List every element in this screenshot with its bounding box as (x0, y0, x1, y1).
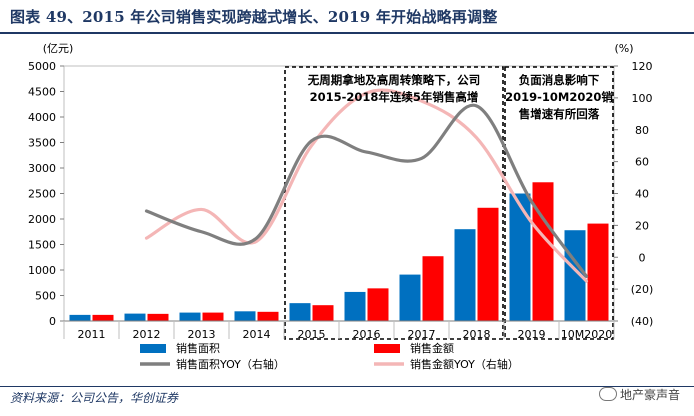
bar-sales-area (179, 312, 201, 321)
annotation-text: 负面消息影响下 (519, 73, 600, 87)
bar-sales-area (399, 274, 421, 321)
footer-divider (0, 386, 694, 387)
bar-sales-amount (367, 288, 389, 321)
title-divider (0, 32, 694, 34)
x-axis-tick-label: 2011 (78, 328, 106, 341)
left-axis-label: (亿元) (43, 42, 74, 55)
left-axis-tick-label: 1000 (28, 264, 56, 277)
bar-sales-area (344, 291, 366, 321)
left-axis-tick-label: 3500 (28, 137, 56, 150)
bar-sales-amount (587, 223, 609, 321)
left-axis-tick-label: 4000 (28, 111, 56, 124)
x-axis-tick-label: 2016 (353, 328, 381, 341)
bar-sales-amount (202, 312, 224, 321)
right-axis-tick-label: (20) (631, 283, 654, 296)
right-axis-tick-label: 100 (632, 92, 653, 105)
x-axis-tick-label: 2015 (298, 328, 326, 341)
bar-sales-amount (92, 314, 114, 321)
bar-sales-amount (147, 313, 169, 321)
x-axis-tick-label: 2018 (463, 328, 491, 341)
bar-sales-amount (257, 311, 279, 321)
bar-sales-area (509, 193, 531, 321)
watermark: 地产豪声音 (598, 386, 680, 403)
wechat-icon (598, 387, 617, 401)
x-axis-tick-label: 2019 (518, 328, 546, 341)
left-axis-tick-label: 2500 (28, 188, 56, 201)
left-axis-tick-label: 3000 (28, 162, 56, 175)
left-axis-tick-label: 0 (49, 315, 56, 328)
x-axis-tick-label: 2017 (408, 328, 436, 341)
x-axis-tick-label: 2014 (243, 328, 271, 341)
bar-sales-area (69, 314, 91, 321)
watermark-text: 地产豪声音 (619, 388, 680, 402)
legend-label: 销售面积 (176, 341, 220, 355)
sales-chart: 0500100015002000250030003500400045005000… (28, 42, 654, 371)
right-axis-tick-label: 120 (632, 60, 653, 73)
x-axis-tick-label: 2012 (133, 328, 161, 341)
right-axis-tick-label: (40) (631, 315, 654, 328)
left-axis-tick-label: 500 (35, 290, 56, 303)
line-sales-amount-yoy (144, 88, 589, 283)
bar-sales-area (234, 311, 256, 321)
right-axis-tick-label: 60 (635, 156, 649, 169)
right-axis-tick-label: 40 (635, 188, 649, 201)
right-axis-tick-label: 80 (635, 124, 649, 137)
legend-swatch-bar (140, 344, 166, 353)
left-axis-tick-label: 4500 (28, 86, 56, 99)
line-sales-area-yoy (144, 103, 589, 278)
bar-sales-amount (422, 256, 444, 321)
legend-label: 销售金额 (410, 341, 454, 355)
annotation-text: 无周期拿地及高周转策略下，公司 (307, 73, 481, 87)
bar-sales-amount (312, 305, 334, 321)
left-axis-tick-label: 1500 (28, 239, 56, 252)
legend-swatch-bar (374, 344, 400, 353)
right-axis-tick-label: 0 (639, 251, 646, 264)
left-axis-tick-label: 2000 (28, 213, 56, 226)
left-axis-tick-label: 5000 (28, 60, 56, 73)
annotation-text: 2019-10M2020销 (505, 90, 613, 104)
x-axis-tick-label: 2013 (188, 328, 216, 341)
bar-sales-area (124, 313, 146, 321)
plot-area (63, 65, 615, 322)
legend-label: 销售金额YOY（右轴） (410, 357, 519, 371)
bar-sales-amount (477, 207, 499, 321)
right-axis-label: (%) (614, 42, 633, 55)
bar-sales-amount (532, 182, 554, 321)
source-note: 资料来源：公司公告，华创证券 (10, 391, 179, 405)
annotation-text: 2015-2018年连续5年销售高增 (310, 90, 479, 104)
page-title: 图表 49、2015 年公司销售实现跨越式增长、2019 年开始战略再调整 (10, 8, 498, 26)
bar-sales-area (454, 229, 476, 321)
x-axis-tick-label: 10M2020 (561, 328, 612, 341)
legend-label: 销售面积YOY（右轴） (176, 357, 285, 371)
bar-sales-area (289, 303, 311, 321)
right-axis-tick-label: 20 (635, 219, 649, 232)
annotation-text: 售增速有所回落 (518, 107, 600, 121)
